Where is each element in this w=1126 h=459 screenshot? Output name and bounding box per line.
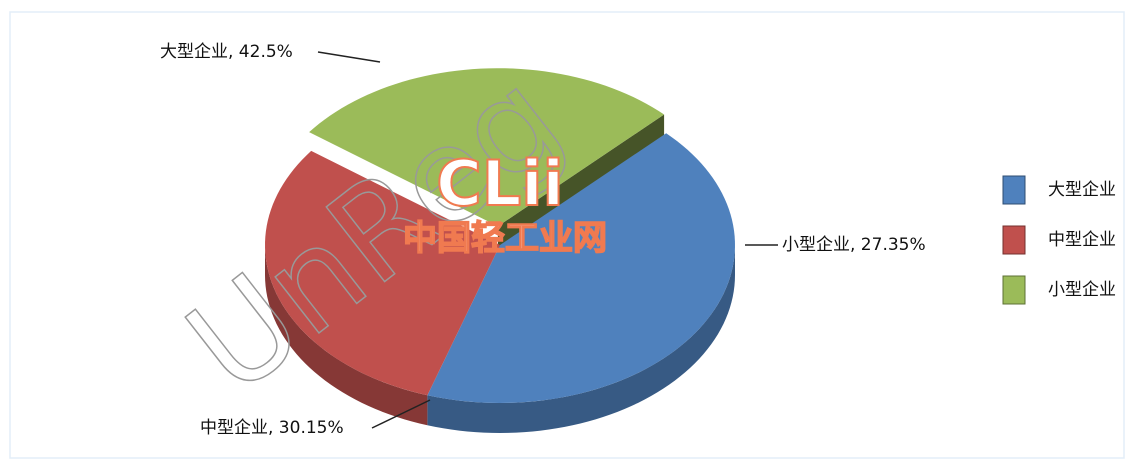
slice: [309, 68, 665, 227]
chart-frame: [9, 11, 1125, 459]
slice-side: [427, 245, 735, 433]
legend-swatch: [1002, 175, 1026, 205]
slice-side: [265, 245, 428, 426]
legend-swatch: [1002, 225, 1026, 255]
data-label: 小型企业, 27.35%: [782, 235, 926, 255]
leader-line: [371, 399, 431, 429]
legend-label: 小型企业: [1048, 280, 1116, 300]
slice: [265, 150, 500, 396]
legend-label: 大型企业: [1048, 180, 1116, 200]
slice: [427, 133, 735, 403]
watermark-site: 中国轻工业网: [403, 219, 607, 259]
data-labels: 大型企业, 42.5% 中型企业, 30.15% 小型企业, 27.35%: [160, 42, 926, 438]
watermark-logo: CLii: [436, 147, 564, 220]
legend-swatch: [1002, 275, 1026, 305]
data-label: 中型企业, 30.15%: [200, 418, 344, 438]
pie: [265, 68, 735, 433]
data-label: 大型企业, 42.5%: [160, 42, 293, 62]
legend-label: 中型企业: [1048, 230, 1116, 250]
leader-line: [317, 51, 381, 63]
